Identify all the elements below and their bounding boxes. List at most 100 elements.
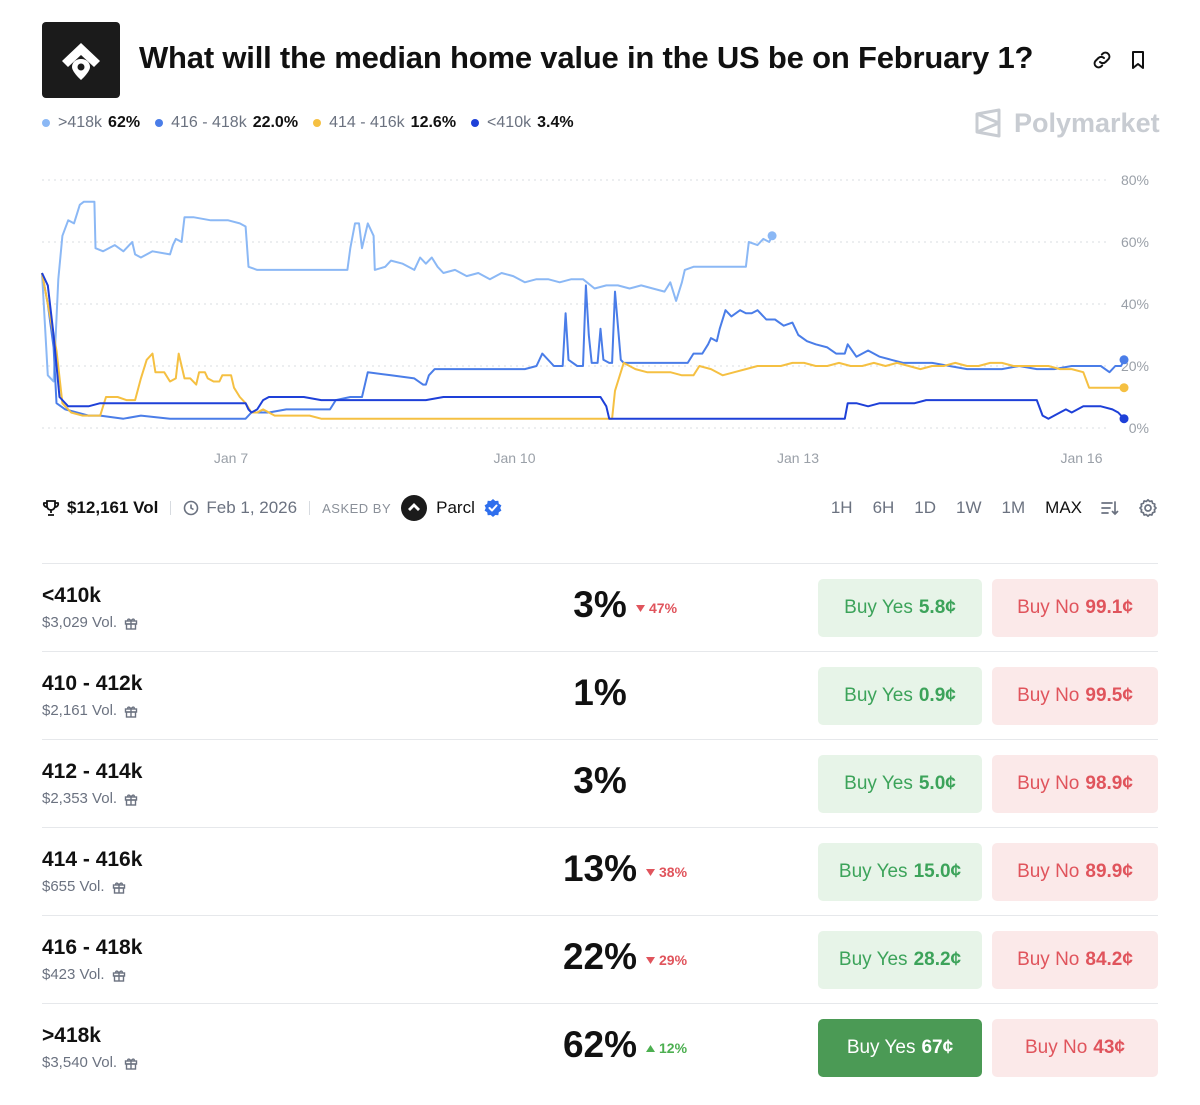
total-volume: $12,161 Vol <box>67 498 159 517</box>
end-date: Feb 1, 2026 <box>206 498 298 517</box>
home-logo-icon <box>62 43 100 80</box>
change-up-icon <box>646 1044 655 1052</box>
buy-no-button[interactable]: Buy No 89.9¢ <box>992 843 1158 901</box>
divider <box>309 501 311 515</box>
outcome-change-value: 29% <box>659 952 688 968</box>
y-tick-label: 40% <box>1121 296 1149 312</box>
range-1h[interactable]: 1H <box>830 498 853 517</box>
legend-value: 12.6% <box>410 114 457 131</box>
outcome-volume-text: $3,540 Vol. <box>42 1054 118 1071</box>
outcomes-list: <410k $3,029 Vol. 3% 47% Buy Yes 5.8¢ Buy… <box>42 563 1158 1091</box>
buy-no-button[interactable]: Buy No 99.1¢ <box>992 579 1158 637</box>
asked-by-label: ASKED BY <box>322 500 392 516</box>
series-line <box>41 200 774 383</box>
buy-no-button[interactable]: Buy No 84.2¢ <box>992 931 1158 989</box>
series-endpoint <box>1119 414 1129 424</box>
buy-yes-button[interactable]: Buy Yes 5.0¢ <box>818 755 982 813</box>
outcome-name: <410k <box>42 584 101 607</box>
link-icon[interactable] <box>1090 48 1114 72</box>
legend-item: >418k 62% <box>42 114 140 132</box>
series-line <box>41 272 1125 420</box>
buy-yes-button[interactable]: Buy Yes 0.9¢ <box>818 667 982 725</box>
outcome-volume: $3,540 Vol. <box>42 1054 138 1071</box>
polymarket-logo-icon <box>975 108 1001 138</box>
legend-dot <box>155 119 164 127</box>
legend-dot <box>42 119 50 127</box>
x-tick-label: Jan 16 <box>1060 450 1102 466</box>
sort-icon[interactable] <box>1100 498 1120 518</box>
outcome-name: 412 - 414k <box>42 760 143 783</box>
outcome-change: 47% <box>636 600 677 616</box>
outcome-volume-text: $2,353 Vol. <box>42 790 118 807</box>
outcome-probability: 1% <box>573 672 627 713</box>
outcome-volume-text: $655 Vol. <box>42 878 105 895</box>
gift-icon <box>124 617 138 630</box>
asker-name[interactable]: Parcl <box>436 498 475 517</box>
market-header: What will the median home value in the U… <box>42 22 1158 98</box>
range-1w[interactable]: 1W <box>956 498 982 517</box>
legend-item: 414 - 416k 12.6% <box>313 114 456 132</box>
change-down-icon <box>646 956 655 964</box>
y-tick-label: 20% <box>1121 358 1149 374</box>
outcome-volume-text: $423 Vol. <box>42 966 105 983</box>
trophy-icon <box>42 500 60 516</box>
gift-icon <box>124 705 138 718</box>
outcome-volume: $423 Vol. <box>42 966 126 983</box>
series-endpoint <box>767 231 777 241</box>
legend-value: 22.0% <box>252 114 299 131</box>
settings-gear-icon[interactable] <box>1138 498 1158 518</box>
divider <box>170 501 172 515</box>
legend-value: 62% <box>108 114 141 131</box>
outcome-name: 414 - 416k <box>42 848 143 871</box>
outcome-row[interactable]: >418k $3,540 Vol. 62% 12% Buy Yes 67¢ Buy… <box>42 1003 1158 1091</box>
series-line <box>41 272 1125 420</box>
buy-yes-button[interactable]: Buy Yes 5.8¢ <box>818 579 982 637</box>
series-endpoint <box>1119 383 1129 393</box>
polymarket-watermark: Polymarket <box>974 106 1160 140</box>
outcome-row[interactable]: 410 - 412k $2,161 Vol. 1% Buy Yes 0.9¢ Bu… <box>42 651 1158 739</box>
outcome-volume: $2,353 Vol. <box>42 790 138 807</box>
outcome-probability: 22% <box>562 936 638 977</box>
buy-yes-button[interactable]: Buy Yes 15.0¢ <box>818 843 982 901</box>
market-meta: $12,161 Vol Feb 1, 2026 ASKED BY Parcl 1… <box>42 493 1158 523</box>
buy-no-button[interactable]: Buy No 99.5¢ <box>992 667 1158 725</box>
outcome-row[interactable]: 416 - 418k $423 Vol. 22% 29% Buy Yes 28.2… <box>42 915 1158 1003</box>
outcome-row[interactable]: 414 - 416k $655 Vol. 13% 38% Buy Yes 15.0… <box>42 827 1158 915</box>
buy-yes-button[interactable]: Buy Yes 28.2¢ <box>818 931 982 989</box>
legend-item: <410k 3.4% <box>471 114 574 132</box>
outcome-volume: $655 Vol. <box>42 878 126 895</box>
gift-icon <box>112 969 125 982</box>
price-history-chart[interactable]: 80% 60% 40% 20% 0% Jan 7 Jan 10 Jan 13 Jan 16 <box>0 160 1200 480</box>
x-tick-label: Jan 10 <box>493 450 535 466</box>
outcome-change-value: 38% <box>659 864 688 880</box>
outcome-probability: 3% <box>573 584 627 625</box>
outcome-change: 38% <box>646 864 687 880</box>
chart-legend: >418k 62% 416 - 418k 22.0% 414 - 416k 12… <box>42 112 589 134</box>
outcome-volume-text: $3,029 Vol. <box>42 614 118 631</box>
outcome-name: >418k <box>42 1024 101 1047</box>
bookmark-icon[interactable] <box>1126 48 1150 72</box>
outcome-change: 29% <box>646 952 687 968</box>
change-down-icon <box>636 604 645 612</box>
range-max[interactable]: MAX <box>1045 498 1082 517</box>
series-endpoint <box>1119 355 1129 365</box>
page-title: What will the median home value in the U… <box>139 40 1034 75</box>
range-1d[interactable]: 1D <box>914 498 937 517</box>
range-6h[interactable]: 6H <box>872 498 895 517</box>
outcome-row[interactable]: <410k $3,029 Vol. 3% 47% Buy Yes 5.8¢ Buy… <box>42 563 1158 651</box>
legend-label: 414 - 416k <box>329 114 405 131</box>
market-logo <box>42 22 120 98</box>
buy-yes-button[interactable]: Buy Yes 67¢ <box>818 1019 982 1077</box>
outcome-row[interactable]: 412 - 414k $2,353 Vol. 3% Buy Yes 5.0¢ Bu… <box>42 739 1158 827</box>
legend-label: 416 - 418k <box>171 114 247 131</box>
y-tick-label: 80% <box>1121 172 1149 188</box>
outcome-volume-text: $2,161 Vol. <box>42 702 118 719</box>
buy-no-button[interactable]: Buy No 98.9¢ <box>992 755 1158 813</box>
outcome-volume: $3,029 Vol. <box>42 614 138 631</box>
verified-badge-icon <box>484 499 502 517</box>
asker-avatar[interactable] <box>401 495 428 521</box>
legend-label: >418k <box>58 114 103 131</box>
outcome-probability: 13% <box>562 848 638 889</box>
buy-no-button[interactable]: Buy No 43¢ <box>992 1019 1158 1077</box>
range-1m[interactable]: 1M <box>1001 498 1026 517</box>
